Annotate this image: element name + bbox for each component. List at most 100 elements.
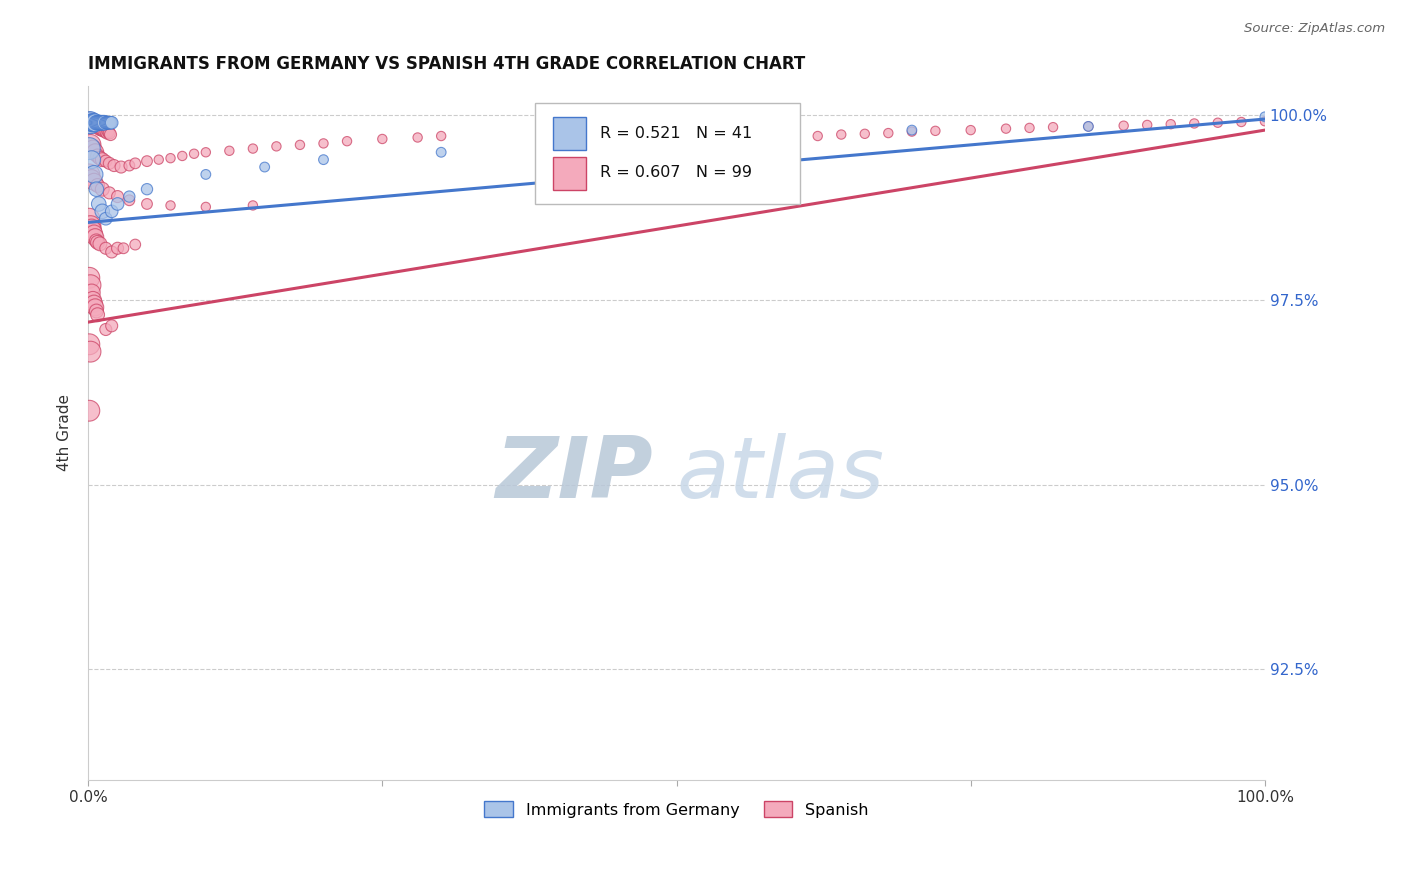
Point xyxy=(94,241,117,255)
Point xyxy=(783,130,806,145)
Point xyxy=(242,198,264,212)
Point xyxy=(194,168,217,182)
Point xyxy=(924,124,946,138)
Point xyxy=(86,120,108,134)
Point xyxy=(406,130,429,145)
Point xyxy=(93,116,115,130)
Point xyxy=(94,116,117,130)
Point xyxy=(97,125,120,139)
Point xyxy=(118,159,141,173)
Point xyxy=(1112,119,1135,133)
Point xyxy=(110,160,132,174)
Point xyxy=(218,144,240,158)
Point xyxy=(83,168,105,182)
Point xyxy=(84,145,107,160)
Point xyxy=(91,153,114,167)
Point xyxy=(312,136,335,151)
Point xyxy=(312,153,335,167)
Point xyxy=(159,151,181,165)
Point xyxy=(93,123,115,137)
Point xyxy=(89,151,111,165)
Text: R = 0.607   N = 99: R = 0.607 N = 99 xyxy=(600,165,752,180)
Point xyxy=(266,139,288,153)
Point xyxy=(79,211,101,226)
Bar xyxy=(553,157,586,190)
Point xyxy=(87,116,110,130)
Point xyxy=(91,116,114,130)
Point xyxy=(118,189,141,203)
Point xyxy=(84,116,107,130)
Point xyxy=(1254,110,1277,124)
Point xyxy=(901,123,924,137)
Point xyxy=(713,133,735,147)
Point xyxy=(783,127,806,141)
Point xyxy=(1077,120,1099,134)
Point xyxy=(91,182,114,196)
Point xyxy=(82,293,104,307)
Point xyxy=(79,116,101,130)
Point xyxy=(1160,117,1182,131)
Point xyxy=(98,126,121,140)
Point xyxy=(183,146,205,161)
Point xyxy=(959,123,981,137)
Point xyxy=(853,127,876,141)
Point xyxy=(242,142,264,156)
Point xyxy=(79,403,101,417)
Text: IMMIGRANTS FROM GERMANY VS SPANISH 4TH GRADE CORRELATION CHART: IMMIGRANTS FROM GERMANY VS SPANISH 4TH G… xyxy=(89,55,806,73)
Text: atlas: atlas xyxy=(676,433,884,516)
Point xyxy=(1230,115,1253,129)
Point xyxy=(430,128,453,143)
Point xyxy=(84,230,107,244)
Point xyxy=(79,344,101,359)
Point xyxy=(82,116,104,130)
Bar xyxy=(553,117,586,151)
Point xyxy=(100,128,122,142)
Point xyxy=(124,156,146,170)
Point xyxy=(86,116,108,130)
Point xyxy=(430,145,453,160)
Point xyxy=(87,197,110,211)
Point xyxy=(79,219,101,233)
Point xyxy=(80,116,103,130)
FancyBboxPatch shape xyxy=(536,103,800,203)
Point xyxy=(100,116,122,130)
Point xyxy=(100,244,122,259)
Point xyxy=(735,132,758,146)
Point xyxy=(100,204,122,219)
Point xyxy=(830,128,852,142)
Point xyxy=(1136,118,1159,132)
Point xyxy=(80,153,103,167)
Point xyxy=(90,121,112,136)
Point xyxy=(194,145,217,160)
Point xyxy=(689,136,711,150)
Point xyxy=(79,168,101,182)
Point xyxy=(100,116,122,130)
Point xyxy=(80,171,103,186)
Point xyxy=(87,120,110,135)
Point xyxy=(1254,114,1277,128)
Point xyxy=(159,198,181,212)
Text: Source: ZipAtlas.com: Source: ZipAtlas.com xyxy=(1244,22,1385,36)
Point xyxy=(86,234,108,248)
Point xyxy=(90,116,112,130)
Point xyxy=(100,318,122,333)
Point xyxy=(86,178,108,193)
Point xyxy=(94,154,117,169)
Point xyxy=(547,137,569,152)
Point xyxy=(79,270,101,285)
Point xyxy=(98,186,121,200)
Point xyxy=(89,236,111,251)
Point xyxy=(94,211,117,226)
Point xyxy=(79,278,101,293)
Point xyxy=(86,304,108,318)
Point xyxy=(89,121,111,136)
Text: R = 0.521   N = 41: R = 0.521 N = 41 xyxy=(600,126,752,141)
Point xyxy=(80,116,103,130)
Point xyxy=(79,116,101,130)
Point xyxy=(107,189,129,203)
Point xyxy=(79,337,101,351)
Point xyxy=(89,116,111,130)
Point xyxy=(94,125,117,139)
Point xyxy=(1042,120,1064,135)
Point xyxy=(665,130,688,145)
